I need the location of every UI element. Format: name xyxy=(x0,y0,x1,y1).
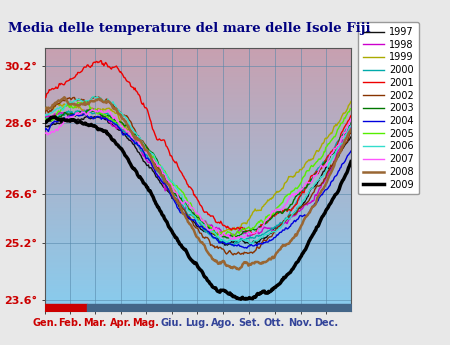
Text: Media delle temperature del mare delle Isole Fiji: Media delle temperature del mare delle I… xyxy=(8,22,370,36)
Legend: 1997, 1998, 1999, 2000, 2001, 2002, 2003, 2004, 2005, 2006, 2007, 2008, 2009: 1997, 1998, 1999, 2000, 2001, 2002, 2003… xyxy=(358,22,419,195)
